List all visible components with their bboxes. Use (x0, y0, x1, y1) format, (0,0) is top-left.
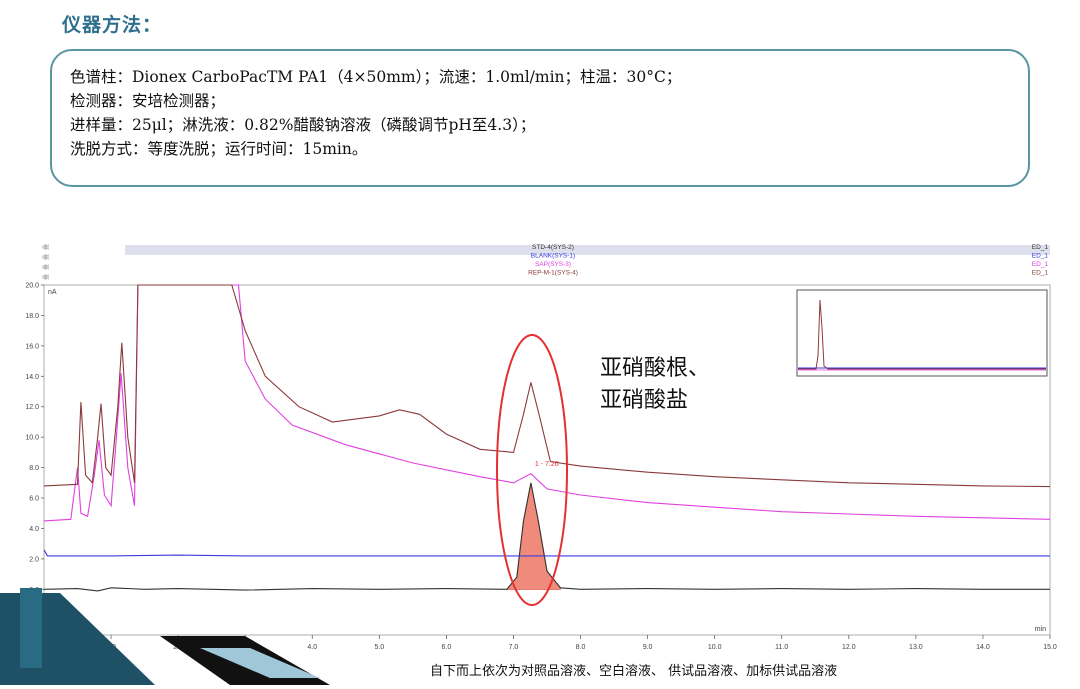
y-axis-label: nA (48, 289, 57, 296)
x-axis-label: min (1035, 626, 1046, 633)
annotation-line-2: 亚硝酸盐 (600, 388, 689, 413)
x-tick-label: 14.0 (976, 644, 990, 651)
x-tick-label: 4.0 (307, 644, 317, 651)
y-tick-label: 12.0 (25, 404, 39, 411)
method-line-injection: 进样量：25μl；淋洗液：0.82%醋酸钠溶液（磷酸调节pH至4.3）； (70, 116, 536, 134)
svg-text:叠: 叠 (43, 254, 50, 260)
y-tick-label: 20.0 (25, 283, 39, 290)
x-tick-label: 10.0 (708, 644, 722, 651)
series-line (43, 549, 1050, 557)
x-tick-label: 15.0 (1043, 644, 1057, 651)
y-tick-label: 10.0 (25, 435, 39, 442)
method-line-column: 色谱柱：Dionex CarboPacTM PA1（4×50mm）；流速：1.0… (70, 68, 682, 86)
legend-entry-channel: ED_1 (1032, 261, 1049, 268)
x-tick-label: 8.0 (576, 644, 586, 651)
svg-text:叠: 叠 (43, 264, 50, 270)
annotation-line-1: 亚硝酸根、 (600, 356, 711, 381)
peak-annotation: 亚硝酸根、 亚硝酸盐 (600, 353, 710, 417)
legend-entry-channel: ED_1 (1032, 270, 1049, 277)
x-tick-label: 5.0 (374, 644, 384, 651)
legend-entry-channel: ED_1 (1032, 244, 1049, 251)
y-tick-label: 6.0 (29, 496, 39, 503)
method-line-elution: 洗脱方式：等度洗脱；运行时间：15min。 (70, 140, 368, 158)
page-heading: 仪器方法： (62, 14, 163, 36)
svg-text:叠: 叠 (43, 274, 50, 280)
x-tick-label: 12.0 (842, 644, 856, 651)
y-tick-label: 14.0 (25, 374, 39, 381)
legend-entry: STD-4(SYS-2) (532, 244, 574, 251)
legend-entry: BLANK(SYS-1) (531, 253, 575, 260)
legend-entry-channel: ED_1 (1032, 253, 1049, 260)
peak-label: 1 - 7.26 (535, 461, 559, 468)
method-lines: 色谱柱：Dionex CarboPacTM PA1（4×50mm）；流速：1.0… (70, 65, 681, 161)
y-tick-label: 16.0 (25, 343, 39, 350)
chart-caption: 自下而上依次为对照品溶液、空白溶液、 供试品溶液、加标供试品溶液 (430, 664, 838, 679)
chromatogram-panel: 叠 叠 叠 叠 0.01.02.03.04.05.06.07.08.09.010… (0, 238, 1080, 685)
method-line-detector: 检测器：安培检测器； (70, 92, 226, 110)
x-tick-label: 6.0 (442, 644, 452, 651)
legend-entry: SAP(SYS-3) (535, 261, 571, 268)
series-line (43, 482, 1050, 592)
y-tick-label: 18.0 (25, 313, 39, 320)
x-tick-label: 11.0 (775, 644, 788, 651)
x-tick-label: 7.0 (509, 644, 519, 651)
chromatogram-chart: 叠 叠 叠 叠 0.01.02.03.04.05.06.07.08.09.010… (0, 244, 1057, 685)
series-line (43, 284, 1051, 522)
svg-text:叠: 叠 (43, 244, 50, 250)
method-info-box: 色谱柱：Dionex CarboPacTM PA1（4×50mm）；流速：1.0… (50, 49, 1030, 187)
legend-entry: REP-M-1(SYS-4) (528, 270, 578, 277)
x-tick-label: 9.0 (643, 644, 653, 651)
y-tick-label: 8.0 (29, 465, 39, 472)
series-line (43, 284, 1051, 488)
y-tick-label: 2.0 (29, 556, 39, 563)
x-tick-label: 13.0 (909, 644, 923, 651)
y-tick-label: 4.0 (29, 526, 39, 533)
